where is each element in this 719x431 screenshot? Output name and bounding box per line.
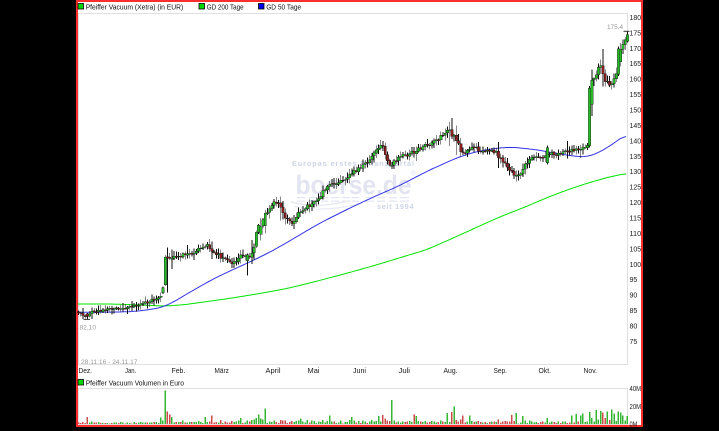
svg-text:Pfeiffer Vacuum (Xetra) (in EU: Pfeiffer Vacuum (Xetra) (in EUR) xyxy=(86,2,184,11)
svg-text:145: 145 xyxy=(630,121,642,130)
svg-text:105: 105 xyxy=(630,244,642,253)
svg-text:140: 140 xyxy=(630,136,642,145)
svg-text:Sep.: Sep. xyxy=(494,366,508,375)
svg-text:155: 155 xyxy=(630,90,642,99)
svg-text:GD 50 Tage: GD 50 Tage xyxy=(266,2,301,11)
svg-text:135: 135 xyxy=(630,152,642,161)
svg-text:110: 110 xyxy=(630,229,642,238)
svg-text:125: 125 xyxy=(630,183,642,192)
svg-text:®: ® xyxy=(411,170,417,178)
svg-text:Feb.: Feb. xyxy=(172,366,186,375)
svg-text:Juni: Juni xyxy=(353,366,366,375)
svg-text:160: 160 xyxy=(630,75,642,84)
svg-text:Nov.: Nov. xyxy=(584,366,598,375)
svg-text:Aug.: Aug. xyxy=(444,366,458,375)
svg-text:85: 85 xyxy=(630,306,638,315)
svg-text:130: 130 xyxy=(630,167,642,176)
svg-text:0M: 0M xyxy=(630,420,638,429)
svg-text:20M: 20M xyxy=(630,402,642,411)
svg-text:Dez.: Dez. xyxy=(79,366,93,375)
svg-text:175: 175 xyxy=(630,28,642,37)
svg-text:April: April xyxy=(266,366,281,375)
svg-text:Mai: Mai xyxy=(308,366,320,375)
svg-text:175,4: 175,4 xyxy=(607,24,623,31)
svg-text:180: 180 xyxy=(630,13,642,22)
svg-text:Jan.: Jan. xyxy=(125,366,136,375)
svg-text:90: 90 xyxy=(630,291,638,300)
svg-text:28.11.16 - 24.11.17: 28.11.16 - 24.11.17 xyxy=(81,359,138,366)
svg-text:März: März xyxy=(215,366,230,375)
svg-text:170: 170 xyxy=(630,44,642,53)
svg-text:GD 200 Tage: GD 200 Tage xyxy=(207,2,244,11)
svg-text:Europas erstes Finanzportal: Europas erstes Finanzportal xyxy=(292,159,414,168)
svg-text:80: 80 xyxy=(630,322,638,331)
svg-text:boerse.de: boerse.de xyxy=(296,170,412,200)
svg-text:95: 95 xyxy=(630,275,638,284)
svg-text:165: 165 xyxy=(630,59,642,68)
svg-text:Okt.: Okt. xyxy=(539,366,552,375)
svg-text:115: 115 xyxy=(630,214,642,223)
svg-text:75: 75 xyxy=(630,337,638,346)
svg-text:seit 1994: seit 1994 xyxy=(377,202,414,211)
svg-text:120: 120 xyxy=(630,198,642,207)
svg-text:82,10: 82,10 xyxy=(80,324,97,331)
svg-text:40M: 40M xyxy=(630,384,642,393)
svg-text:Juli: Juli xyxy=(399,366,411,375)
svg-text:100: 100 xyxy=(630,260,642,269)
svg-text:Pfeiffer Vacuum Volumen in Eur: Pfeiffer Vacuum Volumen in Euro xyxy=(86,378,184,387)
svg-text:150: 150 xyxy=(630,106,642,115)
